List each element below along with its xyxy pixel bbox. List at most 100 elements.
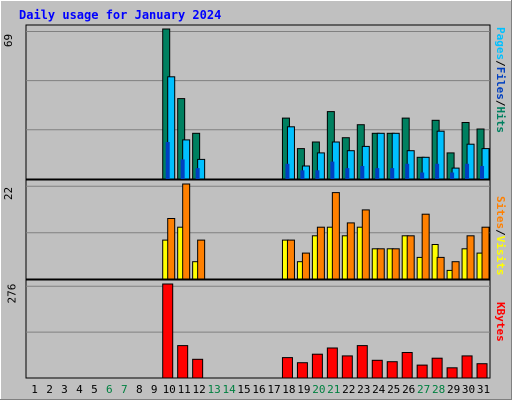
x-tick-label: 12 <box>192 383 205 396</box>
legend-sep: / <box>494 60 507 67</box>
x-tick-label: 28 <box>432 383 445 396</box>
x-tick-label: 4 <box>76 383 83 396</box>
bar-kbytes <box>476 363 488 379</box>
bar-pages <box>286 126 295 180</box>
bar-files <box>465 163 470 179</box>
bar-files <box>390 168 395 179</box>
bar-kbytes <box>371 359 383 379</box>
x-tick-label: 25 <box>387 383 400 396</box>
x-tick-label: 1 <box>31 383 38 396</box>
x-tick-label: 7 <box>121 383 128 396</box>
bar-files <box>195 168 200 179</box>
bar-pages <box>391 132 400 180</box>
legend-kbytes: KBytes <box>494 302 507 342</box>
x-tick-label: 31 <box>477 383 490 396</box>
bar-pages <box>376 132 385 180</box>
bar-files <box>330 161 335 179</box>
visits-ymax-label: 22 <box>2 186 16 201</box>
bar-files <box>300 170 305 179</box>
bar-sites <box>466 235 475 280</box>
bar-pages <box>346 150 355 180</box>
legend-sites: Sites <box>494 196 507 230</box>
bar-kbytes <box>416 364 428 379</box>
legend-sep: / <box>494 229 507 236</box>
x-tick-label: 9 <box>151 383 158 396</box>
x-tick-label: 20 <box>312 383 325 396</box>
bar-files <box>405 163 410 179</box>
bar-files <box>345 168 350 179</box>
legend-visits: Visits <box>494 235 507 276</box>
bar-files <box>180 159 185 179</box>
bar-files <box>420 172 425 179</box>
panel-frame <box>25 24 491 180</box>
bar-kbytes <box>326 347 338 379</box>
bar-files <box>450 172 455 179</box>
x-tick-label: 3 <box>61 383 68 396</box>
x-tick-label: 24 <box>372 383 386 396</box>
bar-sites <box>331 192 340 280</box>
bar-pages <box>316 152 325 180</box>
x-tick-label: 6 <box>106 383 113 396</box>
bar-kbytes <box>431 357 443 379</box>
bar-pages <box>361 145 370 180</box>
x-tick-label: 26 <box>402 383 415 396</box>
bar-kbytes <box>162 283 174 379</box>
bar-kbytes <box>401 352 413 379</box>
legend-files: Files <box>494 66 507 100</box>
bar-sites <box>182 183 191 280</box>
bar-pages <box>481 148 490 180</box>
visits-legend: Sites/Visits <box>494 196 507 276</box>
x-tick-label: 21 <box>327 383 340 396</box>
x-tick-label: 8 <box>136 383 143 396</box>
bar-files <box>480 166 485 179</box>
bar-sites <box>197 239 206 280</box>
hits-legend: Pages/Files/Hits <box>494 27 507 133</box>
x-tick-label: 23 <box>357 383 370 396</box>
bar-kbytes <box>446 367 458 379</box>
bar-kbytes <box>192 358 204 379</box>
bar-sites <box>391 248 400 280</box>
bar-files <box>315 170 320 179</box>
bar-pages <box>421 156 430 180</box>
bar-files <box>165 142 170 179</box>
legend-pages: Pages <box>494 27 507 61</box>
bar-kbytes <box>341 355 353 379</box>
bar-kbytes <box>296 362 308 379</box>
kbytes-ymax-label: 276 <box>5 283 19 304</box>
x-tick-label: 27 <box>417 383 430 396</box>
bar-sites <box>316 226 325 280</box>
x-tick-label: 5 <box>91 383 98 396</box>
bar-sites <box>421 213 430 280</box>
bar-sites <box>481 226 490 280</box>
chart-title: Daily usage for January 2024 <box>19 8 222 22</box>
bar-kbytes <box>311 353 323 379</box>
bar-pages <box>436 130 445 180</box>
bar-sites <box>451 261 460 280</box>
legend-hits: Hits <box>494 106 507 134</box>
bar-kbytes <box>356 345 368 379</box>
bar-pages <box>331 141 340 180</box>
bar-files <box>375 168 380 179</box>
x-tick-label: 11 <box>178 383 191 396</box>
kbytes-legend: KBytes <box>494 302 507 342</box>
bar-pages <box>466 143 475 180</box>
x-tick-label: 14 <box>222 383 236 396</box>
bar-sites <box>167 218 176 280</box>
x-tick-label: 30 <box>462 383 475 396</box>
legend-sep: / <box>494 99 507 107</box>
x-tick-label: 15 <box>237 383 250 396</box>
bar-pages <box>167 76 176 180</box>
bar-files <box>435 163 440 179</box>
bar-sites <box>406 235 415 280</box>
x-tick-label: 19 <box>297 383 310 396</box>
bar-kbytes <box>177 345 189 379</box>
hits-ymax-label: 69 <box>2 33 16 48</box>
x-tick-label: 29 <box>447 383 460 396</box>
x-tick-label: 2 <box>46 383 53 396</box>
bar-sites <box>361 209 370 280</box>
bar-sites <box>376 248 385 280</box>
bar-sites <box>346 222 355 280</box>
x-tick-label: 18 <box>282 383 295 396</box>
